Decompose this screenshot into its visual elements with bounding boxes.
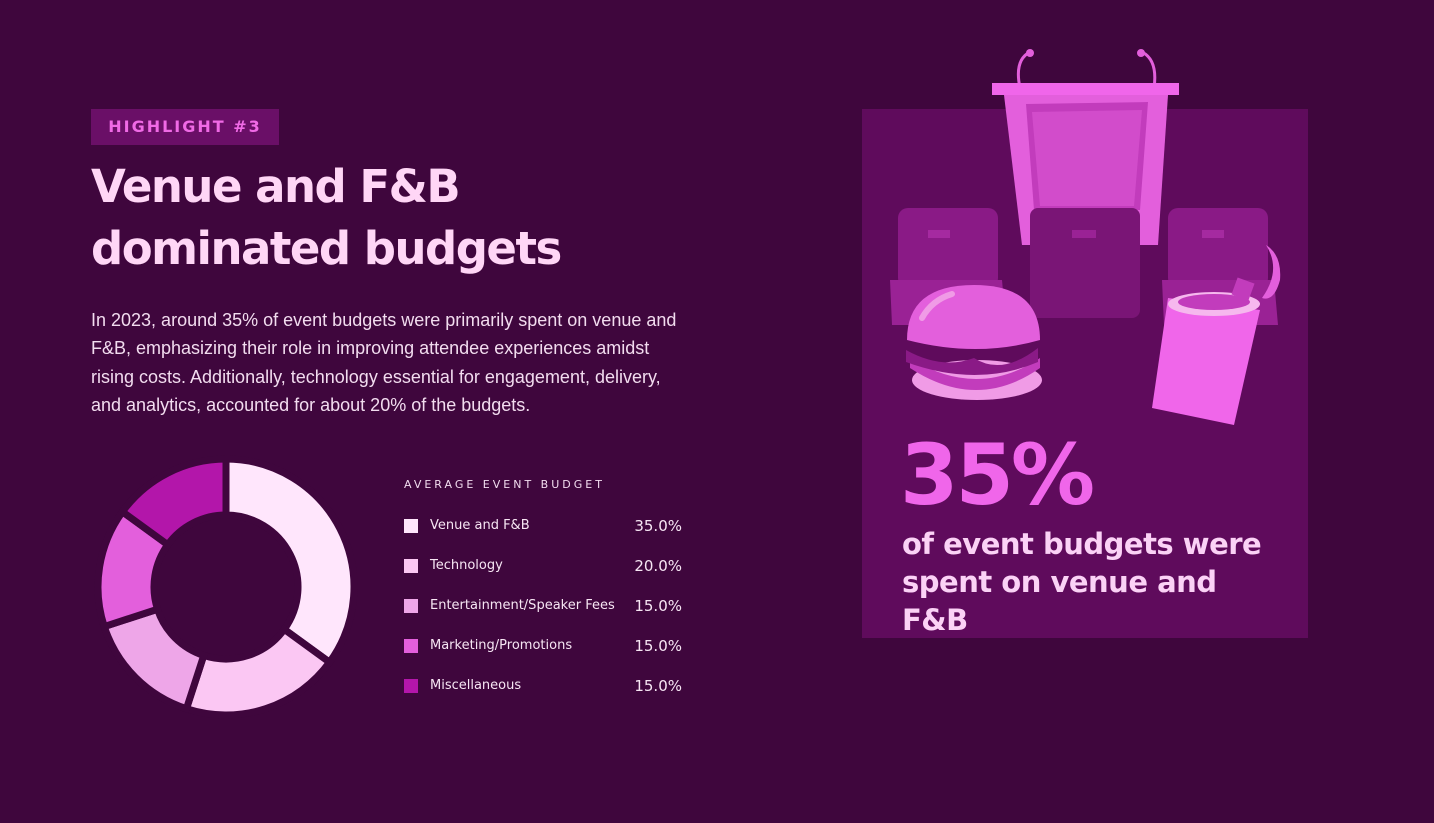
description-paragraph: In 2023, around 35% of event budgets wer… bbox=[91, 310, 677, 415]
stat-caption-line-1: of event budgets were bbox=[902, 527, 1262, 561]
legend-swatch bbox=[404, 559, 418, 573]
legend-item: Technology 20.0% bbox=[404, 556, 694, 578]
legend-label: Entertainment/Speaker Fees bbox=[430, 598, 615, 613]
chart-title: AVERAGE EVENT BUDGET bbox=[404, 478, 605, 491]
burger-icon bbox=[906, 285, 1042, 400]
legend-item: Miscellaneous 15.0% bbox=[404, 676, 694, 698]
page-title-line-2: dominated budgets bbox=[91, 222, 562, 275]
legend-swatch bbox=[404, 519, 418, 533]
page-title-line-1: Venue and F&B bbox=[91, 160, 461, 213]
legend-label: Marketing/Promotions bbox=[430, 638, 573, 653]
stat-caption: of event budgets were spent on venue and… bbox=[902, 525, 1282, 639]
legend-label: Venue and F&B bbox=[430, 518, 530, 533]
legend-label: Miscellaneous bbox=[430, 678, 522, 693]
highlight-badge: HIGHLIGHT #3 bbox=[91, 109, 279, 145]
stat-caption-line-2: spent on venue and F&B bbox=[902, 565, 1217, 637]
event-illustration bbox=[890, 49, 1281, 425]
stat-value: 35% bbox=[900, 426, 1095, 524]
donut-slice-2 bbox=[182, 624, 335, 719]
page-title: Venue and F&B dominated budgets bbox=[91, 156, 651, 280]
donut-chart bbox=[94, 455, 358, 719]
donut-slice-1 bbox=[222, 455, 358, 668]
legend-item: Entertainment/Speaker Fees 15.0% bbox=[404, 596, 694, 618]
legend-value: 15.0% bbox=[634, 677, 682, 695]
podium-icon bbox=[992, 49, 1179, 245]
legend-swatch bbox=[404, 599, 418, 613]
legend-value: 20.0% bbox=[634, 557, 682, 575]
legend-value: 35.0% bbox=[634, 517, 682, 535]
drink-cup-icon bbox=[1152, 245, 1281, 425]
legend-swatch bbox=[404, 679, 418, 693]
legend-item: Venue and F&B 35.0% bbox=[404, 516, 694, 538]
legend-value: 15.0% bbox=[634, 637, 682, 655]
legend-label: Technology bbox=[430, 558, 503, 573]
donut-slice-5 bbox=[117, 455, 230, 550]
legend-value: 15.0% bbox=[634, 597, 682, 615]
chair-icon bbox=[1030, 208, 1140, 318]
legend-swatch bbox=[404, 639, 418, 653]
legend-item: Marketing/Promotions 15.0% bbox=[404, 636, 694, 658]
